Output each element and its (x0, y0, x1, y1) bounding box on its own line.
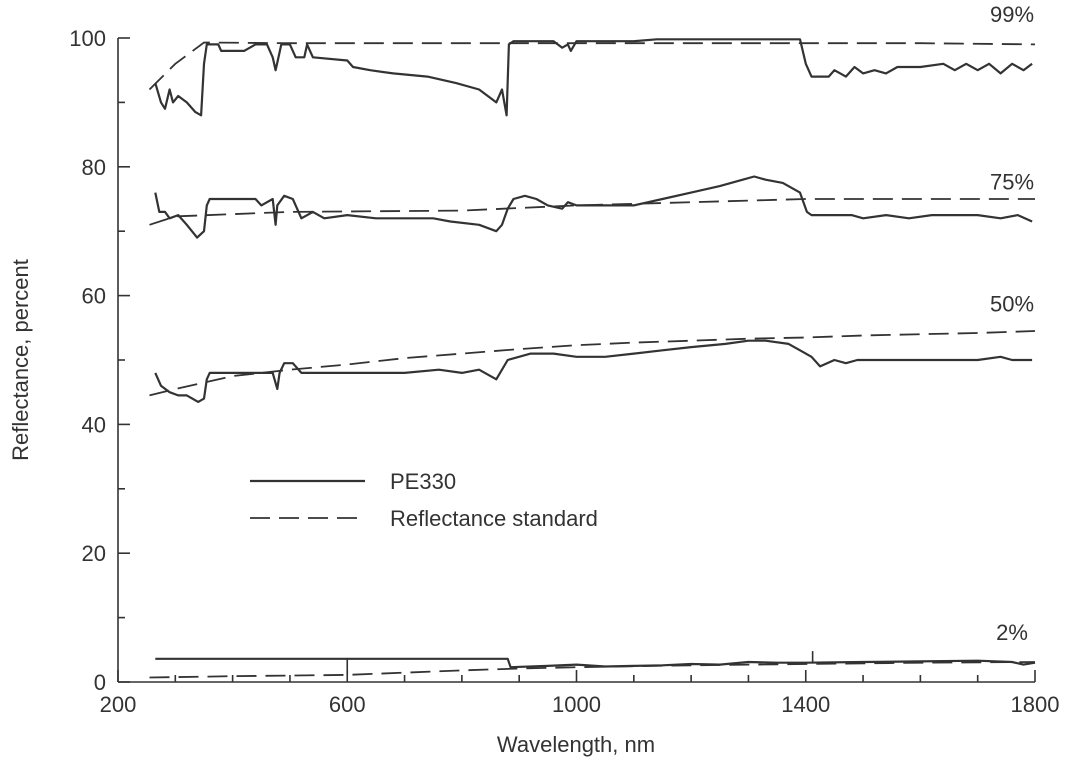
y-axis-title: Reflectance, percent (8, 259, 33, 461)
pe330-line-1 (154, 175, 1033, 239)
y-tick-label: 60 (82, 284, 106, 309)
pe330-line-3 (155, 657, 1036, 669)
chart-labels: 200 600 1000 1400 1800 0 20 40 60 80 100 99% 75% 50% 2… (69, 2, 1059, 717)
y-tick-label: 100 (69, 26, 106, 51)
y-tick-label: 40 (82, 412, 106, 437)
series-lines (148, 38, 1036, 679)
standard-line-3 (149, 661, 1036, 679)
tick-marks (117, 37, 1036, 683)
x-tick-label: 600 (329, 692, 366, 717)
x-tick-label: 1800 (1011, 692, 1060, 717)
group-label: 99% (990, 2, 1034, 27)
legend-label-reflectance-standard: Reflectance standard (390, 506, 598, 531)
pe330-line-0 (154, 38, 1033, 117)
pe330-line-2 (154, 339, 1033, 403)
group-label: 75% (990, 169, 1034, 194)
group-label: 50% (990, 292, 1034, 317)
y-tick-label: 0 (94, 670, 106, 695)
standard-line-2 (149, 330, 1036, 397)
x-tick-label: 1000 (552, 692, 601, 717)
standard-line-0 (148, 41, 1036, 91)
legend: PE330 Reflectance standard (250, 469, 598, 531)
x-tick-label: 200 (100, 692, 137, 717)
x-tick-label: 1400 (781, 692, 830, 717)
x-axis-title: Wavelength, nm (497, 732, 655, 757)
group-label: 2% (996, 620, 1028, 645)
legend-label-pe330: PE330 (390, 469, 456, 494)
y-tick-label: 20 (82, 541, 106, 566)
y-tick-label: 80 (82, 155, 106, 180)
standard-line-1 (149, 198, 1035, 226)
